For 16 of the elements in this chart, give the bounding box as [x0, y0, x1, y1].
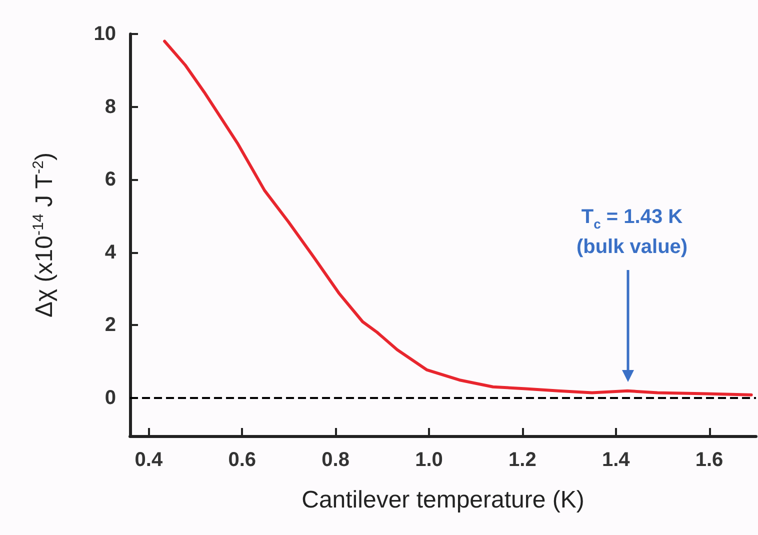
y-tick-label: 4 [104, 241, 117, 264]
line-series [163, 40, 753, 396]
x-tick-label: 1.4 [602, 449, 631, 471]
y-tick-label: 10 [94, 23, 116, 45]
y-tick-label: 8 [104, 96, 116, 118]
x-tick-label: 0.6 [228, 449, 256, 471]
y-tick-label: 6 [104, 168, 116, 191]
x-tick-label: 1.2 [508, 449, 536, 471]
y-tick-label: 0 [104, 386, 116, 409]
y-axis-title: Δχ (x10-14 J T-2) [30, 152, 58, 318]
x-tick-label: 0.4 [134, 449, 164, 471]
x-axis-title: Cantilever temperature (K) [302, 486, 584, 514]
x-tick-label: 0.8 [322, 449, 350, 471]
y-tick-label: 2 [104, 314, 116, 336]
x-tick-label: 1.6 [695, 449, 724, 471]
x-tick-label: 1.0 [415, 449, 443, 471]
